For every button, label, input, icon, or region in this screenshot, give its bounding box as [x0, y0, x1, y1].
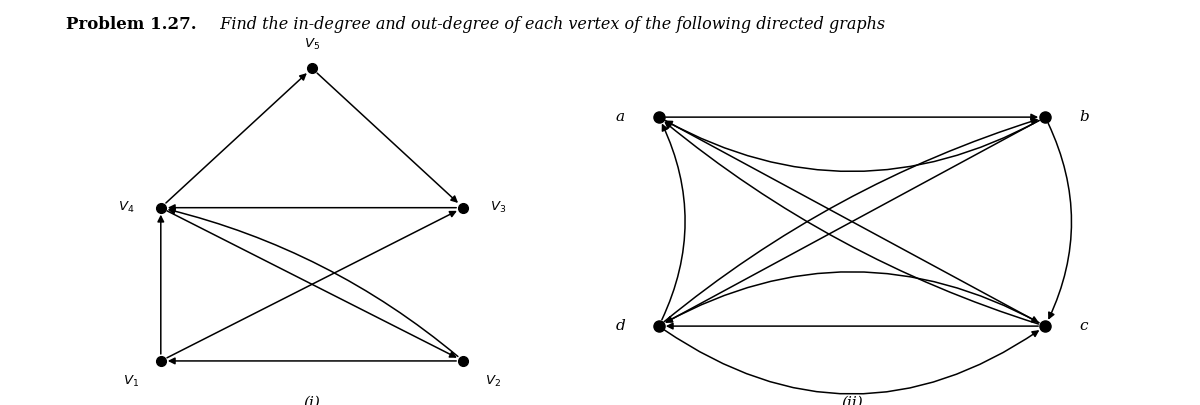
Text: $V_1$: $V_1$	[122, 374, 138, 389]
Text: $V_4$: $V_4$	[118, 200, 134, 215]
Text: b: b	[1079, 110, 1088, 124]
Text: a: a	[616, 110, 625, 124]
Text: $V_3$: $V_3$	[490, 200, 506, 215]
Text: Problem 1.27.: Problem 1.27.	[66, 16, 197, 33]
Text: (i): (i)	[304, 396, 320, 405]
Text: $V_5$: $V_5$	[304, 36, 320, 51]
Text: d: d	[616, 319, 625, 333]
Text: Find the in-degree and out-degree of each vertex of the following directed graph: Find the in-degree and out-degree of eac…	[210, 16, 886, 33]
Text: c: c	[1080, 319, 1088, 333]
Text: (ii): (ii)	[841, 396, 863, 405]
Text: $V_2$: $V_2$	[486, 374, 502, 389]
